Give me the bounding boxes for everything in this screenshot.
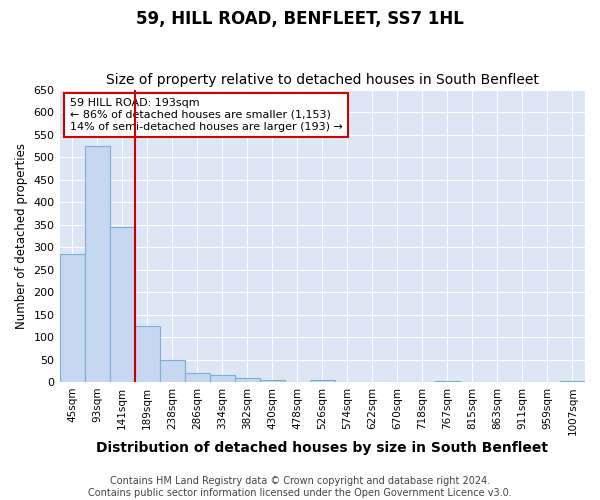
Text: 59 HILL ROAD: 193sqm
← 86% of detached houses are smaller (1,153)
14% of semi-de: 59 HILL ROAD: 193sqm ← 86% of detached h… — [70, 98, 343, 132]
Bar — [310, 380, 335, 382]
Bar — [85, 146, 110, 382]
Text: 59, HILL ROAD, BENFLEET, SS7 1HL: 59, HILL ROAD, BENFLEET, SS7 1HL — [136, 10, 464, 28]
Title: Size of property relative to detached houses in South Benfleet: Size of property relative to detached ho… — [106, 73, 539, 87]
Bar — [260, 380, 285, 382]
Bar — [59, 254, 85, 382]
Bar — [185, 373, 209, 382]
Bar — [110, 227, 134, 382]
Text: Contains HM Land Registry data © Crown copyright and database right 2024.
Contai: Contains HM Land Registry data © Crown c… — [88, 476, 512, 498]
Bar — [435, 380, 460, 382]
Bar — [560, 380, 585, 382]
X-axis label: Distribution of detached houses by size in South Benfleet: Distribution of detached houses by size … — [96, 441, 548, 455]
Bar — [160, 360, 185, 382]
Bar — [134, 326, 160, 382]
Bar — [235, 378, 260, 382]
Y-axis label: Number of detached properties: Number of detached properties — [15, 143, 28, 329]
Bar — [209, 376, 235, 382]
